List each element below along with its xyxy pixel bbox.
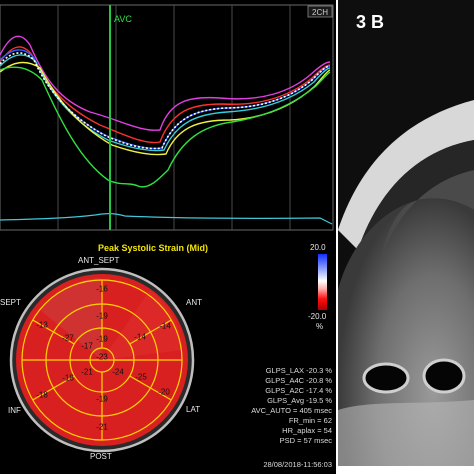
strain-analysis-panel: AVC 2CH Peak Systolic Strain (Mid) — [0, 0, 336, 474]
segment-value: -14 — [159, 321, 171, 331]
curve-grid — [57, 5, 291, 230]
segment-value: -25 — [135, 372, 147, 382]
stat-hr-aplax: HR_aplax = 54 — [282, 426, 332, 435]
view-label: 2CH — [312, 8, 328, 17]
stat-fr-min: FR_min = 62 — [288, 416, 332, 425]
strain-curves-chart: AVC 2CH — [0, 4, 334, 231]
bullseye-weak-region — [40, 278, 102, 360]
wall-label-post: POST — [90, 452, 112, 461]
bullseye-plot — [9, 267, 195, 453]
stat-glps-avg: GLPS_Avg -19.5 % — [267, 396, 332, 405]
mri-dark-structure — [362, 362, 410, 394]
colorbar — [318, 254, 327, 310]
wall-label-lat: LAT — [186, 405, 201, 414]
bullseye-title: Peak Systolic Strain (Mid) — [98, 243, 209, 253]
colorbar-min-label: -20.0 — [308, 312, 327, 321]
mri-dark-structure — [422, 358, 466, 394]
segment-value: -20 — [158, 387, 170, 397]
segment-value: -18 — [36, 390, 48, 400]
segment-value: -17 — [81, 341, 93, 351]
view-label-box — [307, 5, 333, 18]
timestamp: 28/08/2018-11:56:03 — [263, 460, 332, 469]
mri-image — [338, 0, 474, 474]
mri-panel: 3 B — [338, 0, 474, 474]
stat-avc-auto: AVC_AUTO = 405 msec — [251, 406, 332, 415]
segment-value: -21 — [81, 367, 93, 377]
segment-value: -27 — [62, 333, 74, 343]
strain-curve-magenta — [0, 35, 331, 131]
avc-label: AVC — [114, 14, 132, 24]
wall-label-sept: SEPT — [0, 298, 21, 307]
segment-value: -21 — [96, 422, 108, 432]
segment-value: -18 — [62, 373, 74, 383]
segment-value: -16 — [96, 284, 108, 294]
colorbar-max-label: 20.0 — [310, 243, 326, 252]
mri-panel-label: 3 B — [356, 12, 385, 32]
strain-curve-average — [0, 52, 331, 150]
curve-plot-area — [0, 4, 334, 231]
stat-glps-a2c: GLPS_A2C -17.4 % — [265, 386, 332, 395]
stat-glps-a4c: GLPS_A4C -20.8 % — [265, 376, 332, 385]
segment-value: -19 — [96, 394, 108, 404]
colorbar-unit: % — [316, 322, 324, 331]
bullseye-spokes — [32, 280, 172, 440]
segment-value: -13 — [36, 320, 48, 330]
stat-psd: PSD = 57 msec — [279, 436, 332, 445]
strain-curve-green — [0, 66, 331, 188]
segment-value: -24 — [112, 367, 124, 377]
stat-glps-lax: GLPS_LAX -20.3 % — [265, 366, 332, 375]
segment-value: -19 — [96, 334, 108, 344]
strain-curve-cyan — [0, 54, 331, 152]
segment-value: -23 — [96, 352, 108, 362]
wall-label-inf: INF — [8, 406, 21, 415]
segment-value: -19 — [96, 311, 108, 321]
wall-label-ant: ANT — [186, 298, 202, 307]
strain-stats: GLPS_LAX -20.3 % GLPS_A4C -20.8 % GLPS_A… — [222, 366, 332, 446]
strain-curve-baseline — [0, 213, 333, 225]
segment-value: -14 — [134, 332, 146, 342]
wall-label-ant-sept: ANT_SEPT — [78, 256, 120, 265]
